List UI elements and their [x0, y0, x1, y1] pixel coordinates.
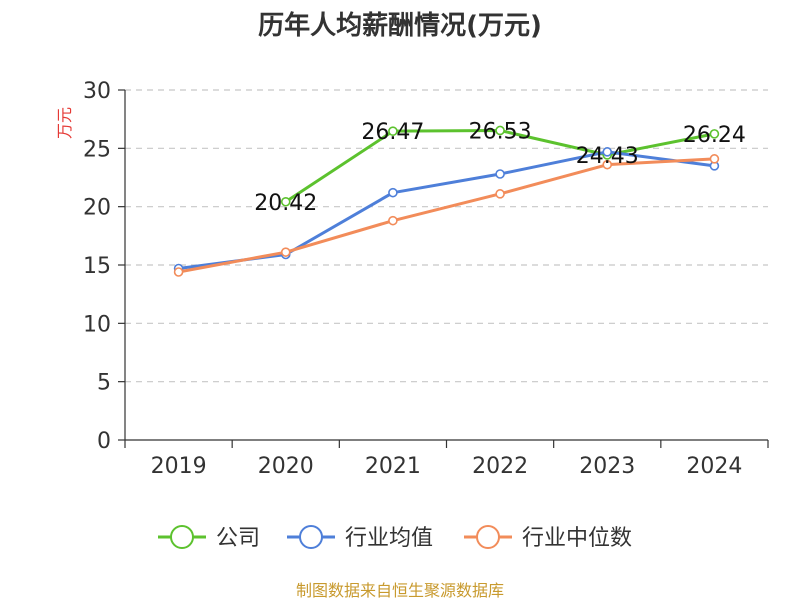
y-tick-label: 25 [83, 137, 111, 162]
series-line-2 [178, 157, 715, 274]
data-label: 24.43 [576, 144, 639, 169]
data-point[interactable] [280, 247, 291, 257]
chart-title: 历年人均薪酬情况(万元) [258, 10, 542, 41]
legend-marker [476, 525, 500, 549]
legend-item-2[interactable]: 行业中位数 [464, 525, 632, 551]
x-tick-label: 2019 [151, 454, 207, 479]
legend-marker [170, 525, 194, 549]
x-tick-label: 2024 [686, 454, 742, 479]
x-tick-label: 2021 [365, 454, 421, 479]
data-label: 26.53 [469, 119, 532, 144]
data-point[interactable] [709, 154, 720, 164]
y-axis-label: 万元 [55, 107, 74, 139]
x-tick-label: 2020 [258, 454, 314, 479]
data-label: 20.42 [254, 191, 317, 216]
legend-item-1[interactable]: 行业均值 [287, 525, 433, 551]
data-point[interactable] [388, 215, 398, 226]
data-source-note: 制图数据来自恒生聚源数据库 [296, 581, 504, 600]
data-point[interactable] [280, 196, 291, 207]
data-point[interactable] [495, 189, 505, 199]
y-tick-label: 0 [97, 429, 111, 454]
legend-label: 行业中位数 [522, 526, 632, 551]
data-point[interactable] [388, 126, 398, 136]
legend-label: 公司 [216, 526, 260, 551]
data-point[interactable] [495, 169, 505, 179]
legend-item-0[interactable]: 公司 [158, 525, 260, 551]
data-point[interactable] [173, 267, 184, 277]
legend-label: 行业均值 [345, 526, 433, 551]
y-tick-label: 20 [83, 196, 111, 221]
y-tick-label: 30 [83, 79, 111, 104]
data-label: 26.24 [683, 123, 746, 148]
x-tick-label: 2023 [579, 454, 635, 479]
data-label: 26.47 [361, 120, 424, 145]
data-point[interactable] [602, 159, 613, 170]
y-tick-label: 15 [83, 254, 111, 279]
data-point[interactable] [495, 125, 505, 136]
data-point[interactable] [602, 147, 613, 157]
y-tick-label: 5 [97, 371, 111, 396]
x-tick-label: 2022 [472, 454, 528, 479]
data-point[interactable] [388, 187, 398, 198]
data-point[interactable] [709, 129, 720, 139]
legend-marker [299, 525, 323, 549]
y-tick-label: 10 [83, 312, 111, 337]
